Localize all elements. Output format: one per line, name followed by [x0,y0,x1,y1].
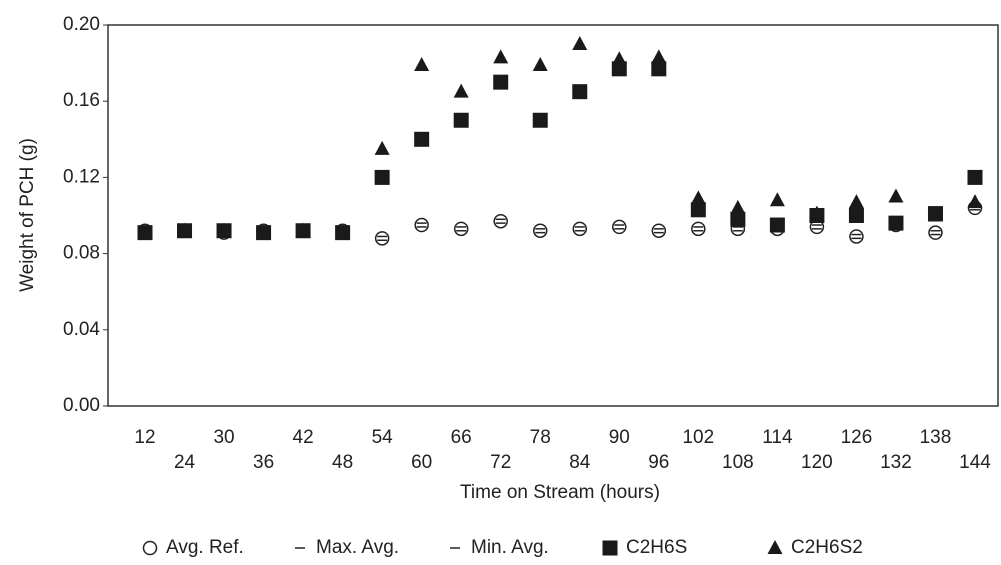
x-tick-label: 132 [880,452,912,473]
legend-item: C2H6S2 [791,537,863,558]
point [137,224,153,239]
x-axis-title: Time on Stream (hours) [460,482,660,503]
x-tick-label: 42 [293,427,314,448]
x-tick-label: 72 [490,452,511,473]
point [374,231,390,246]
x-tick-label: 108 [722,452,754,473]
point [849,229,864,244]
y-tick-label: 0.00 [63,395,100,416]
x-tick-label: 24 [174,452,196,473]
point [888,188,904,203]
x-tick-label: 66 [451,427,472,448]
legend-item: C2H6S [626,537,687,558]
y-axis-title: Weight of PCH (g) [17,138,38,292]
point [414,217,429,233]
point [295,222,311,237]
point [848,194,864,209]
point [414,57,430,72]
x-tick-label: 60 [411,452,432,473]
point [493,213,508,229]
point [651,49,667,64]
legend-label: Avg. Ref. [166,537,244,558]
x-tick-label: 120 [801,452,833,473]
point [690,202,706,218]
y-tick-label: 0.20 [63,14,100,35]
point [769,192,785,207]
x-tick-label: 36 [253,452,274,473]
point [928,225,943,240]
x-tick-label: 84 [569,452,591,473]
point [888,215,904,231]
point [532,223,548,238]
point [572,36,588,51]
point [809,205,825,220]
y-tick-label: 0.04 [63,319,100,340]
point [414,131,430,147]
y-tick-label: 0.08 [63,243,100,264]
y-tick-label: 0.16 [63,90,100,111]
x-tick-label: 144 [959,452,991,473]
x-tick-label: 114 [762,427,793,448]
point [651,61,667,77]
point [572,84,588,100]
point [572,221,588,237]
x-tick-label: 90 [609,427,630,448]
x-tick-label: 138 [920,427,952,448]
point [967,169,983,185]
point [493,49,509,64]
point [612,219,627,235]
point [691,221,706,237]
point [256,224,272,239]
legend-item: Avg. Ref. [166,537,244,558]
x-tick-label: 126 [841,427,873,448]
legend-label: C2H6S [626,537,687,558]
y-tick-label: 0.12 [63,166,100,187]
point [730,199,746,214]
point [651,223,667,238]
point [216,222,232,237]
legend-label: C2H6S2 [791,537,863,558]
point [532,57,548,72]
point [927,207,943,222]
legend-symbol [602,540,618,556]
point [374,169,390,185]
point [730,211,746,227]
point [848,208,864,223]
legend-item: Min. Avg. [471,537,549,558]
legend-label: Min. Avg. [471,537,549,558]
x-tick-label: 96 [648,452,669,473]
point [453,221,469,237]
legend-symbol [767,540,783,554]
point [493,74,509,90]
point [177,222,193,237]
x-tick-label: 78 [530,427,551,448]
point [453,83,469,98]
x-tick-label: 54 [372,427,394,448]
point [611,51,627,66]
x-tick-label: 48 [332,452,353,473]
legend-item: Max. Avg. [316,537,399,558]
x-tick-label: 30 [213,427,234,448]
point [374,140,390,155]
point [532,112,548,128]
point [690,190,706,205]
point [335,224,351,239]
plot-frame [107,24,999,407]
point [769,217,785,233]
point [967,194,983,209]
x-tick-label: 12 [134,427,155,448]
point [453,112,469,128]
x-tick-label: 102 [682,427,714,448]
legend-label: Max. Avg. [316,537,399,558]
legend-symbol [142,540,158,556]
